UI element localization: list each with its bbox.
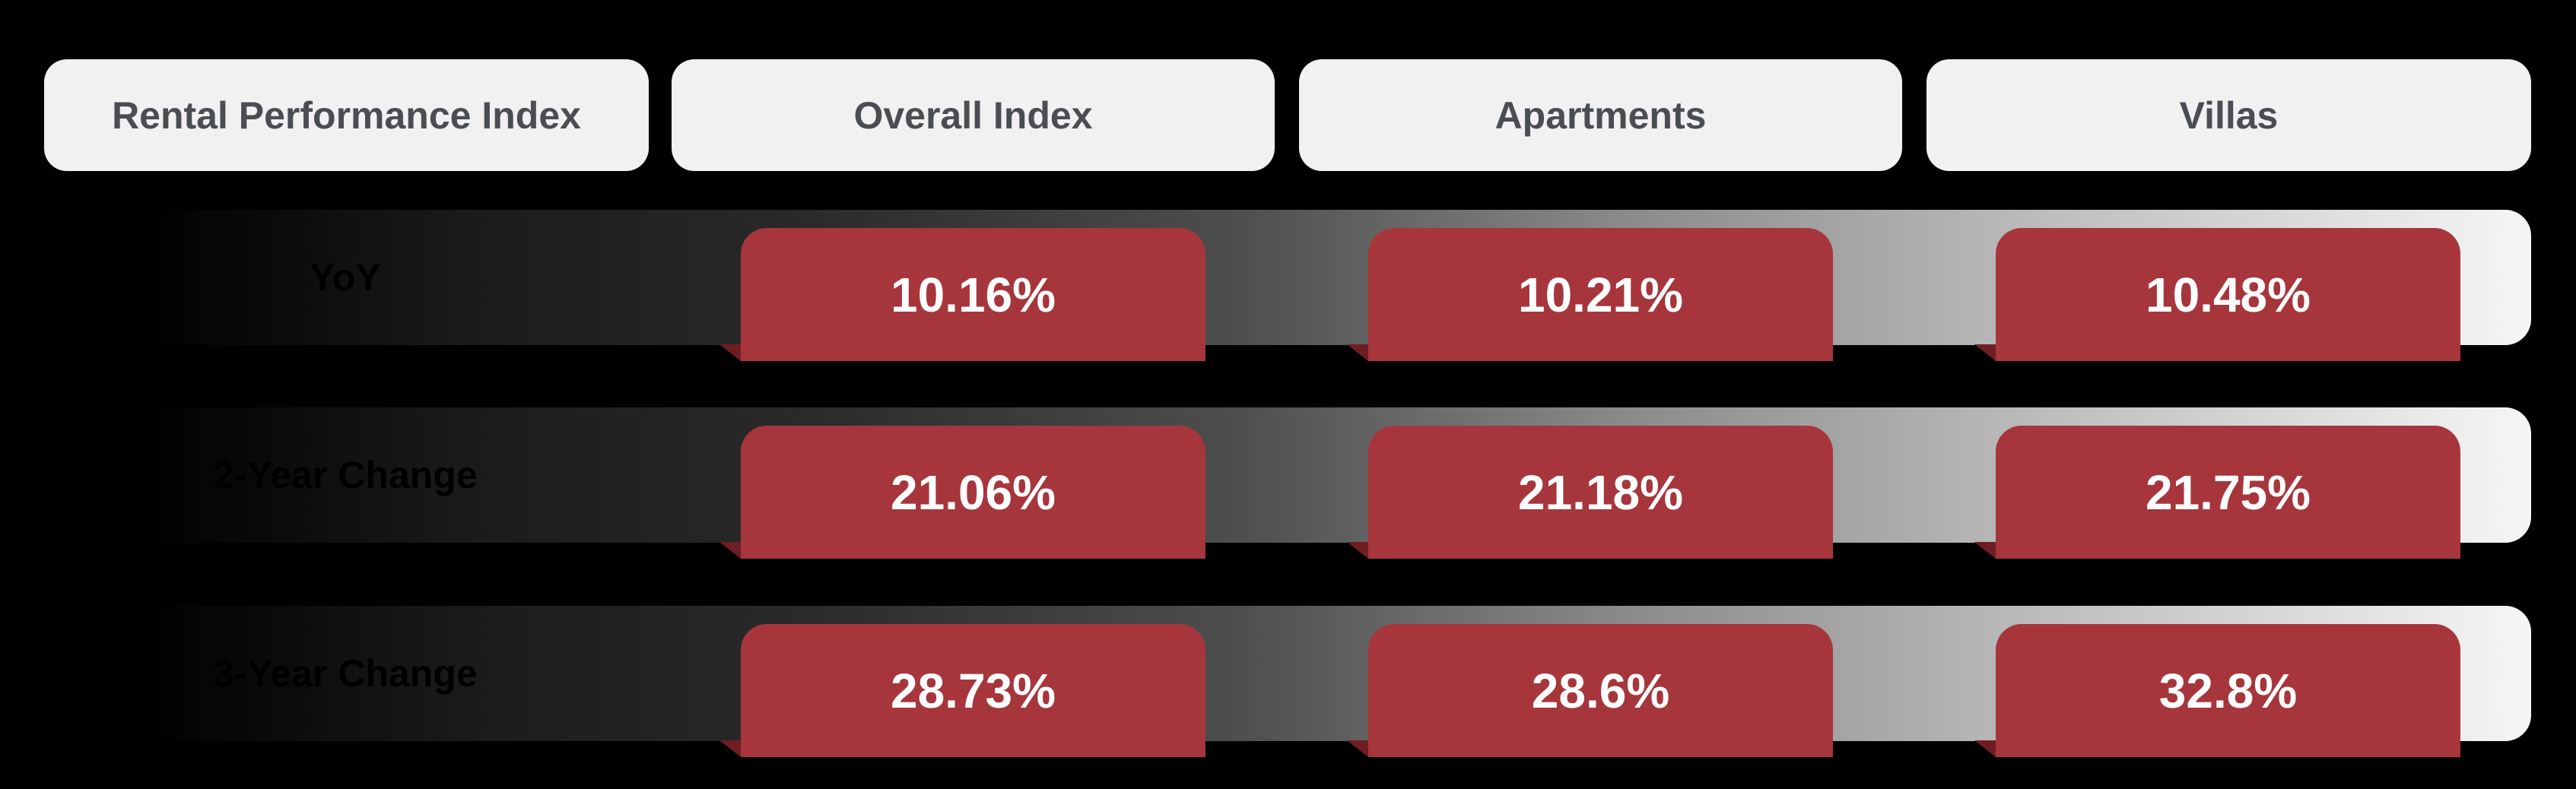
- value-cell: 10.21%: [1368, 228, 1833, 361]
- fold: [1974, 542, 1996, 559]
- fold: [719, 740, 741, 757]
- row-label: YoY: [310, 256, 381, 299]
- fold: [1974, 344, 1996, 361]
- value-cell: 21.18%: [1368, 426, 1833, 559]
- fold: [1347, 740, 1368, 757]
- fold: [1347, 542, 1368, 559]
- row-label: 2-Year Change: [213, 454, 478, 496]
- value-cell: 10.16%: [741, 228, 1205, 361]
- column-header: Villas: [1926, 59, 2531, 171]
- value-cell: 28.6%: [1368, 624, 1833, 757]
- fold: [1974, 740, 1996, 757]
- column-header: Overall Index: [672, 59, 1275, 171]
- value-cell: 21.06%: [741, 426, 1205, 559]
- value-cell: 28.73%: [741, 624, 1205, 757]
- header-title: Rental Performance Index: [44, 59, 649, 171]
- column-header: Apartments: [1299, 59, 1902, 171]
- value-cell: 10.48%: [1996, 228, 2460, 361]
- value-cell: 32.8%: [1996, 624, 2460, 757]
- row-label: 3-Year Change: [213, 652, 478, 695]
- fold: [719, 344, 741, 361]
- fold: [719, 542, 741, 559]
- fold: [1347, 344, 1368, 361]
- value-cell: 21.75%: [1996, 426, 2460, 559]
